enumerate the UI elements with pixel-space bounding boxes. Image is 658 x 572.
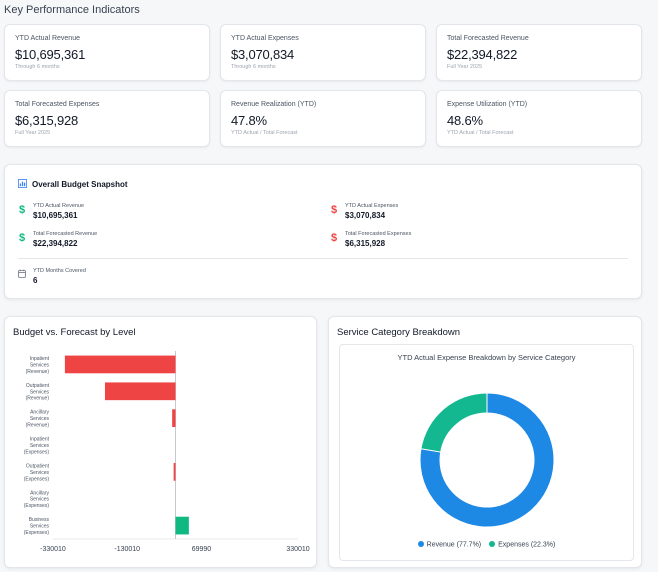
bar[interactable]: [173, 462, 176, 481]
bar[interactable]: [175, 516, 189, 535]
y-tick-label: Outpatient Services (Expenses): [24, 463, 50, 482]
kpi-sub: Through 6 months: [231, 64, 276, 70]
calendar-icon: [18, 268, 26, 282]
snapshot-item-ytd-expenses: $ YTD Actual Expenses $3,070,834: [330, 203, 398, 220]
snapshot-value: $6,315,928: [345, 239, 386, 248]
legend-item-expenses[interactable]: Expenses (22.3%): [489, 540, 556, 548]
legend-label: Revenue (77.7%): [426, 541, 482, 548]
snapshot-value: 6: [33, 276, 38, 285]
legend-swatch: [417, 540, 424, 547]
kpi-card-forecast-revenue: Total Forecasted Revenue $22,394,822 Ful…: [436, 24, 642, 81]
y-tick-label: Business Services (Expenses): [24, 517, 50, 536]
service-panel-title: Service Category Breakdown: [337, 327, 461, 338]
kpi-sub: Through 6 months: [15, 64, 60, 70]
snapshot-label: YTD Actual Revenue: [33, 203, 85, 209]
dollar-icon: $: [18, 232, 26, 244]
dollar-icon: $: [330, 204, 338, 216]
snapshot-item-ytd-revenue: $ YTD Actual Revenue $10,695,361: [18, 203, 84, 220]
snapshot-label: YTD Months Covered: [33, 268, 86, 274]
snapshot-value: $3,070,834: [345, 211, 386, 220]
y-tick-label: Inpatient Services (Expenses): [24, 437, 50, 456]
snapshot-item-forecast-revenue: $ Total Forecasted Revenue $22,394,822: [18, 231, 97, 248]
kpi-value: $10,695,361: [15, 47, 86, 62]
dollar-icon: $: [330, 232, 338, 244]
budget-panel-title: Budget vs. Forecast by Level: [13, 327, 136, 338]
kpi-label: Revenue Realization (YTD): [231, 101, 317, 108]
kpi-card-expense-utilization: Expense Utilization (YTD) 48.6% YTD Actu…: [436, 90, 642, 147]
kpi-value: $22,394,822: [447, 47, 518, 62]
legend-label: Expenses (22.3%): [498, 541, 556, 548]
donut-chart-title: YTD Actual Expense Breakdown by Service …: [397, 353, 576, 362]
snapshot-label: YTD Actual Expenses: [345, 203, 399, 209]
legend-swatch: [489, 540, 496, 547]
bar[interactable]: [172, 409, 176, 428]
legend-item-revenue[interactable]: Revenue (77.7%): [417, 540, 482, 548]
snapshot-value: $22,394,822: [33, 239, 78, 248]
budget-vs-forecast-card: Budget vs. Forecast by Level Inpatient Se…: [4, 316, 317, 568]
x-tick-label: -330010: [40, 546, 66, 553]
dollar-icon: $: [18, 204, 26, 216]
kpi-card-ytd-revenue: YTD Actual Revenue $10,695,361 Through 6…: [4, 24, 210, 81]
kpi-label: Total Forecasted Expenses: [15, 101, 100, 108]
kpi-value: 47.8%: [231, 113, 267, 128]
kpi-label: Expense Utilization (YTD): [447, 101, 528, 108]
snapshot-title: Overall Budget Snapshot: [18, 179, 128, 190]
kpi-card-forecast-expenses: Total Forecasted Expenses $6,315,928 Ful…: [4, 90, 210, 147]
snapshot-item-months: YTD Months Covered 6: [18, 268, 86, 285]
bar[interactable]: [104, 382, 176, 401]
snapshot-divider: [18, 258, 628, 259]
bar-chart-icon: [18, 179, 27, 190]
kpi-label: Total Forecasted Revenue: [447, 35, 529, 42]
x-tick-label: 330010: [286, 546, 309, 553]
y-tick-label: Outpatient Services (Revenue): [26, 383, 50, 402]
kpi-label: YTD Actual Revenue: [15, 35, 80, 42]
donut-slice-expenses[interactable]: [420, 392, 488, 453]
kpi-sub: YTD Actual / Total Forecast: [231, 130, 298, 136]
bar[interactable]: [64, 355, 176, 374]
donut-slice-revenue[interactable]: [419, 392, 555, 528]
kpi-card-revenue-realization: Revenue Realization (YTD) 47.8% YTD Actu…: [220, 90, 426, 147]
snapshot-label: Total Forecasted Expenses: [345, 231, 412, 237]
kpi-value: $6,315,928: [15, 113, 79, 128]
kpi-card-ytd-expenses: YTD Actual Expenses $3,070,834 Through 6…: [220, 24, 426, 81]
kpi-value: $3,070,834: [231, 47, 295, 62]
service-category-card: Service Category Breakdown YTD Actual Ex…: [328, 316, 642, 568]
donut-legend: Revenue (77.7%) Expenses (22.3%): [340, 540, 633, 548]
x-tick-label: -130010: [114, 546, 140, 553]
kpi-sub: Full Year 2025: [447, 64, 483, 70]
expense-donut-chart: [419, 392, 555, 528]
donut-chart-card: YTD Actual Expense Breakdown by Service …: [339, 344, 634, 561]
kpi-value: 48.6%: [447, 113, 483, 128]
snapshot-title-text: Overall Budget Snapshot: [32, 180, 128, 189]
y-tick-label: Ancillary Services (Revenue): [26, 410, 50, 429]
kpi-sub: Full Year 2025: [15, 130, 51, 136]
snapshot-item-forecast-expenses: $ Total Forecasted Expenses $6,315,928: [330, 231, 411, 248]
snapshot-value: $10,695,361: [33, 211, 78, 220]
y-tick-label: Ancillary Services (Expenses): [24, 490, 50, 509]
x-tick-label: 69990: [192, 546, 212, 553]
kpi-label: YTD Actual Expenses: [231, 35, 299, 42]
budget-snapshot-card: Overall Budget Snapshot $ YTD Actual Rev…: [4, 164, 642, 299]
snapshot-label: Total Forecasted Revenue: [33, 231, 98, 237]
y-tick-label: Inpatient Services (Revenue): [26, 356, 50, 375]
section-title: Key Performance Indicators: [4, 4, 140, 16]
kpi-sub: YTD Actual / Total Forecast: [447, 130, 514, 136]
budget-forecast-bar-chart: Inpatient Services (Revenue) Outpatient Serv…: [24, 351, 310, 553]
